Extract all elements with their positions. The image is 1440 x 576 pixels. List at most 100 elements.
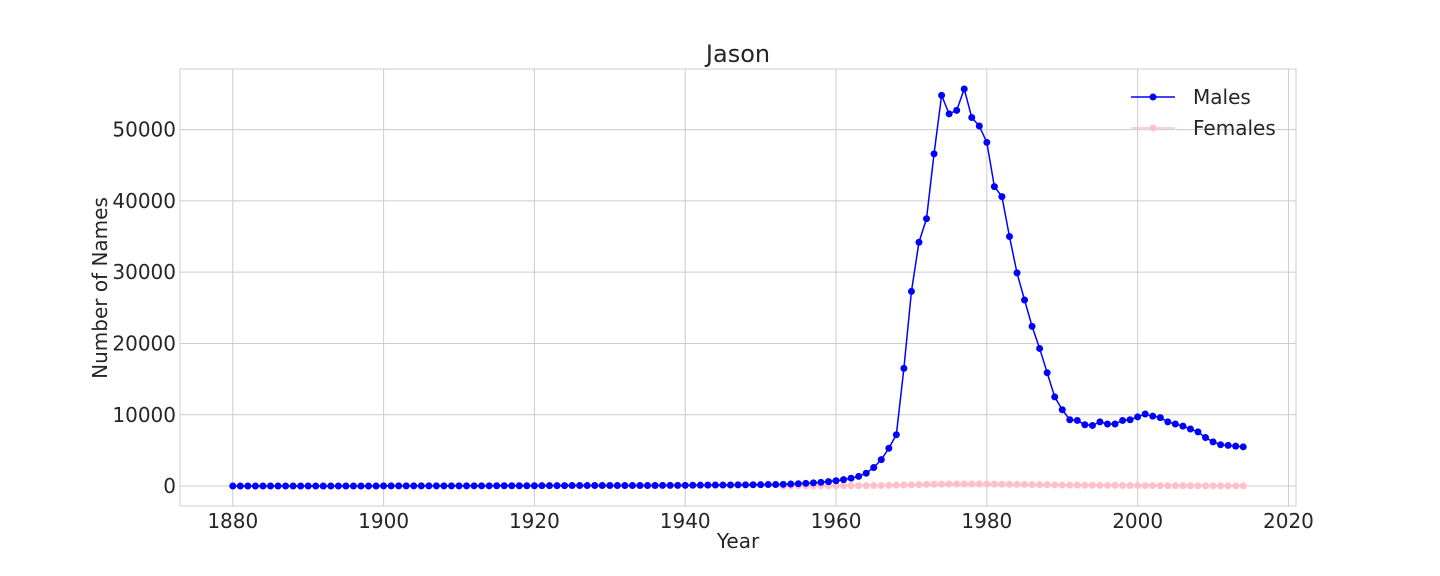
- data-point: [545, 482, 553, 490]
- data-point: [870, 482, 878, 490]
- data-point: [726, 481, 734, 489]
- data-point: [840, 476, 848, 484]
- data-point: [862, 469, 870, 477]
- data-point: [787, 480, 795, 488]
- data-point: [1081, 421, 1089, 429]
- data-point: [500, 482, 508, 490]
- data-point: [938, 91, 946, 99]
- y-tick-label: 20000: [112, 331, 176, 355]
- legend: Males Females: [1131, 85, 1276, 140]
- data-point: [953, 480, 961, 488]
- data-point: [877, 456, 885, 464]
- data-point: [1013, 269, 1021, 277]
- data-point: [711, 481, 719, 489]
- series-layer: [229, 85, 1247, 490]
- series-males: [229, 85, 1247, 490]
- data-point: [1209, 482, 1217, 490]
- data-point: [1088, 481, 1096, 489]
- data-point: [613, 481, 621, 489]
- data-point: [425, 482, 433, 490]
- data-point: [1073, 416, 1081, 424]
- data-point: [1224, 441, 1232, 449]
- data-point: [1134, 482, 1142, 490]
- data-point: [1013, 480, 1021, 488]
- data-point: [1088, 421, 1096, 429]
- data-point: [704, 481, 712, 489]
- data-point: [1051, 393, 1059, 401]
- data-point: [1202, 482, 1210, 490]
- data-point: [734, 481, 742, 489]
- data-point: [1224, 482, 1232, 490]
- data-point: [1119, 416, 1127, 424]
- data-point: [1209, 438, 1217, 446]
- y-tick-label: 30000: [112, 260, 176, 284]
- data-point: [1186, 482, 1194, 490]
- data-point: [447, 482, 455, 490]
- data-point: [1111, 481, 1119, 489]
- data-point: [312, 482, 320, 490]
- data-point: [847, 474, 855, 482]
- data-point: [1141, 410, 1149, 418]
- data-point: [410, 482, 418, 490]
- data-point: [915, 481, 923, 489]
- x-tick-label: 2020: [1263, 509, 1314, 533]
- data-point: [1073, 481, 1081, 489]
- data-point: [666, 481, 674, 489]
- data-point: [1186, 425, 1194, 433]
- data-point: [840, 482, 848, 490]
- data-point: [236, 482, 244, 490]
- data-point: [802, 479, 810, 487]
- data-point: [817, 478, 825, 486]
- data-point: [440, 482, 448, 490]
- data-point: [1149, 482, 1157, 490]
- data-point: [515, 482, 523, 490]
- data-point: [538, 482, 546, 490]
- data-point: [824, 478, 832, 486]
- data-point: [1005, 480, 1013, 488]
- data-point: [251, 482, 259, 490]
- data-point: [327, 482, 335, 490]
- data-point: [1066, 416, 1074, 424]
- data-point: [885, 444, 893, 452]
- data-point: [719, 481, 727, 489]
- data-point: [953, 106, 961, 114]
- data-point: [659, 481, 667, 489]
- data-point: [259, 482, 267, 490]
- data-point: [1111, 420, 1119, 428]
- data-point: [297, 482, 305, 490]
- data-point: [1103, 481, 1111, 489]
- data-point: [1043, 369, 1051, 377]
- data-point: [923, 215, 931, 223]
- data-point: [1164, 418, 1172, 426]
- data-point: [900, 481, 908, 489]
- x-tick-label: 2000: [1112, 509, 1163, 533]
- data-point: [628, 481, 636, 489]
- data-point: [975, 480, 983, 488]
- x-tick-label: 1900: [358, 509, 409, 533]
- data-point: [1036, 481, 1044, 489]
- data-point: [968, 480, 976, 488]
- x-tick-label: 1960: [811, 509, 862, 533]
- data-point: [380, 482, 388, 490]
- legend-label: Females: [1193, 116, 1276, 140]
- data-point: [998, 193, 1006, 201]
- data-point: [945, 480, 953, 488]
- data-point: [1096, 481, 1104, 489]
- data-point: [945, 110, 953, 118]
- grid-lines: [180, 69, 1296, 506]
- data-point: [938, 480, 946, 488]
- data-point: [372, 482, 380, 490]
- data-point: [689, 481, 697, 489]
- data-point: [342, 482, 350, 490]
- data-point: [561, 482, 569, 490]
- data-point: [1217, 482, 1225, 490]
- data-point: [1119, 481, 1127, 489]
- data-point: [493, 482, 501, 490]
- legend-label: Males: [1193, 85, 1251, 109]
- legend-item-females: Females: [1131, 116, 1276, 140]
- data-point: [696, 481, 704, 489]
- data-point: [432, 482, 440, 490]
- data-point: [674, 481, 682, 489]
- legend-marker: [1149, 124, 1157, 132]
